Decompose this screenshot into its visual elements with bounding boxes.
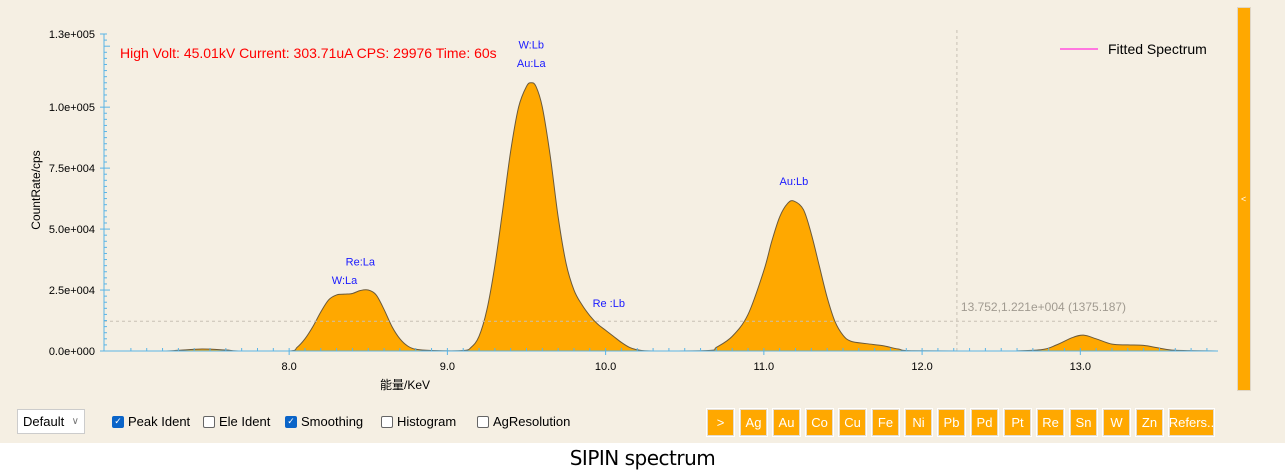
y-tick-label: 7.5e+004: [49, 163, 95, 175]
preset-select[interactable]: Default ∨: [17, 409, 85, 434]
checkbox-icon[interactable]: ✓: [285, 415, 297, 428]
x-tick-label: 8.0: [281, 361, 296, 373]
checkbox-label: Smoothing: [301, 414, 364, 429]
peak-label: Re :Lb: [593, 298, 625, 310]
y-tick-label: 0.0e+000: [49, 346, 95, 358]
y-axis-label: CountRate/cps: [29, 150, 43, 229]
y-tick-label: 1.3e+005: [49, 29, 95, 41]
element-button-au[interactable]: Au: [772, 408, 801, 437]
checkbox-label: AgResolution: [493, 414, 571, 429]
y-tick-label: 5.0e+004: [49, 224, 95, 236]
spectrum-line: [103, 82, 1219, 352]
checkbox-icon[interactable]: [381, 415, 393, 428]
element-button-sn[interactable]: Sn: [1069, 408, 1098, 437]
x-tick-label: 13.0: [1070, 361, 1091, 373]
sidebar-toggle-button[interactable]: <: [1237, 7, 1251, 391]
element-button-cu[interactable]: Cu: [838, 408, 867, 437]
element-button-w[interactable]: W: [1102, 408, 1131, 437]
element-button-pb[interactable]: Pb: [937, 408, 966, 437]
spectrum-chart[interactable]: 13.752,1.221e+004 (1375.187) 0.0e+000 2.5e…: [0, 0, 1230, 400]
checkbox-histogram[interactable]: Histogram: [381, 414, 456, 429]
checkbox-label: Histogram: [397, 414, 457, 429]
caption: SIPIN spectrum: [569, 446, 716, 470]
acquisition-info: High Volt: 45.01kV Current: 303.71uA CPS…: [120, 45, 497, 61]
x-tick-label: 10.0: [595, 361, 616, 373]
element-button-next[interactable]: >: [706, 408, 735, 437]
checkbox-ele-ident[interactable]: Ele Ident: [203, 414, 270, 429]
peak-label: W:La: [332, 275, 358, 287]
element-button-zn[interactable]: Zn: [1135, 408, 1164, 437]
checkbox-icon[interactable]: [203, 415, 215, 428]
element-button-co[interactable]: Co: [805, 408, 834, 437]
checkbox-label: Peak Ident: [128, 414, 191, 429]
y-tick-label: 2.5e+004: [49, 285, 95, 297]
peak-label: Au:La: [517, 58, 547, 70]
element-button-pd[interactable]: Pd: [970, 408, 999, 437]
preset-value: Default: [23, 414, 65, 429]
peak-label: Au:Lb: [780, 176, 809, 188]
element-button-fe[interactable]: Fe: [871, 408, 900, 437]
x-axis-label: 能量/KeV: [380, 378, 430, 392]
x-tick-label: 12.0: [911, 361, 932, 373]
element-button-re[interactable]: Re: [1036, 408, 1065, 437]
element-button-ag[interactable]: Ag: [739, 408, 768, 437]
x-tick-label: 11.0: [754, 361, 775, 373]
element-button-pt[interactable]: Pt: [1003, 408, 1032, 437]
checkbox-label: Ele Ident: [219, 414, 271, 429]
checkbox-icon[interactable]: ✓: [112, 415, 124, 428]
checkbox-icon[interactable]: [477, 415, 489, 428]
peak-label: Re:La: [346, 257, 376, 269]
y-tick-label: 1.0e+005: [49, 102, 95, 114]
chevron-down-icon: ∨: [71, 416, 79, 427]
element-button-ni[interactable]: Ni: [904, 408, 933, 437]
legend-label: Fitted Spectrum: [1108, 41, 1207, 57]
chevron-left-icon: <: [1241, 194, 1247, 204]
checkbox-peak-ident[interactable]: ✓ Peak Ident: [112, 414, 190, 429]
peak-label: W:Lb: [519, 40, 544, 52]
checkbox-smoothing[interactable]: ✓ Smoothing: [285, 414, 363, 429]
x-tick-label: 9.0: [440, 361, 455, 373]
checkbox-agresolution[interactable]: AgResolution: [477, 414, 570, 429]
spectrum-panel: 13.752,1.221e+004 (1375.187) 0.0e+000 2.5e…: [0, 0, 1285, 443]
element-button-refers[interactable]: Refers..: [1168, 408, 1215, 437]
crosshair-readout: 13.752,1.221e+004 (1375.187): [961, 300, 1126, 314]
